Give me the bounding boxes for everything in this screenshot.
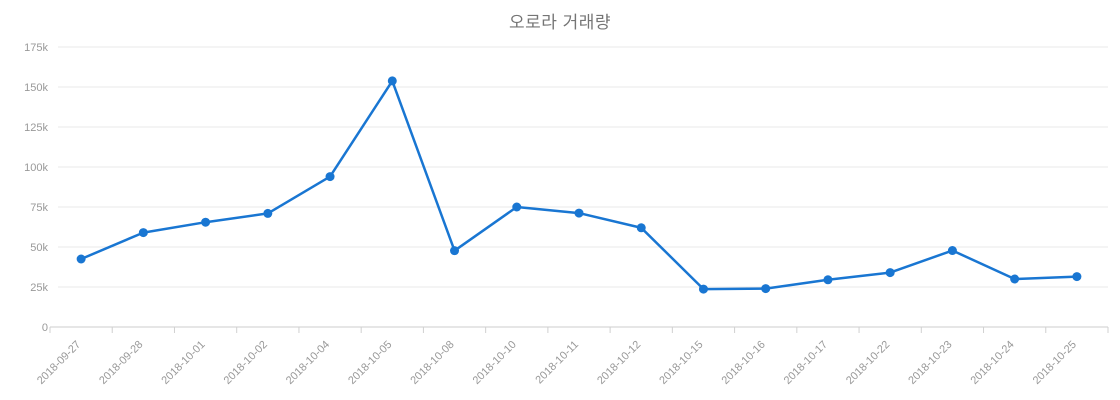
- x-axis-label: 2018-10-04: [284, 339, 332, 387]
- y-axis-label: 150k: [24, 82, 48, 94]
- x-axis-label: 2018-10-17: [782, 339, 830, 387]
- data-point[interactable]: [761, 284, 771, 294]
- x-axis-label: 2018-10-24: [968, 339, 1016, 387]
- series-line: [79, 79, 1079, 291]
- data-point[interactable]: [138, 228, 148, 238]
- y-axis-label: 25k: [30, 282, 48, 294]
- x-axis-label: 2018-10-16: [720, 339, 768, 387]
- x-axis-label: 2018-10-12: [595, 339, 643, 387]
- data-point[interactable]: [885, 268, 895, 278]
- data-point[interactable]: [1072, 272, 1082, 282]
- y-axis-label: 175k: [24, 42, 48, 54]
- data-point[interactable]: [76, 254, 86, 264]
- data-point[interactable]: [263, 208, 273, 218]
- data-point[interactable]: [698, 284, 708, 294]
- data-point[interactable]: [947, 246, 957, 256]
- data-point[interactable]: [450, 246, 460, 256]
- x-axis-label: 2018-10-15: [657, 339, 705, 387]
- data-point[interactable]: [823, 275, 833, 285]
- x-axis-label: 2018-10-08: [408, 339, 456, 387]
- data-point[interactable]: [1010, 274, 1020, 284]
- y-axis-label: 50k: [30, 242, 48, 254]
- data-point[interactable]: [636, 223, 646, 233]
- chart-title: 오로라 거래량: [508, 13, 612, 32]
- x-axis-label: 2018-10-02: [222, 339, 270, 387]
- y-axis-label: 75k: [30, 202, 48, 214]
- x-axis-label: 2018-10-23: [906, 339, 954, 387]
- y-axis-label: 100k: [24, 162, 48, 174]
- x-axis-label: 2018-10-11: [533, 339, 581, 387]
- y-axis-label: 0: [42, 322, 48, 334]
- data-point[interactable]: [201, 217, 211, 227]
- data-point[interactable]: [512, 202, 522, 212]
- data-point[interactable]: [387, 76, 397, 86]
- data-point[interactable]: [325, 172, 335, 182]
- x-axis-label: 2018-10-01: [159, 339, 207, 387]
- x-axis-label: 2018-10-25: [1031, 339, 1079, 387]
- x-axis-label: 2018-09-28: [97, 339, 145, 387]
- x-axis-label: 2018-10-10: [471, 339, 519, 387]
- x-axis-label: 2018-10-05: [346, 339, 394, 387]
- x-axis-label: 2018-10-22: [844, 339, 892, 387]
- x-axis-label: 2018-09-27: [35, 339, 83, 387]
- data-point[interactable]: [574, 208, 584, 218]
- y-axis-label: 125k: [24, 122, 48, 134]
